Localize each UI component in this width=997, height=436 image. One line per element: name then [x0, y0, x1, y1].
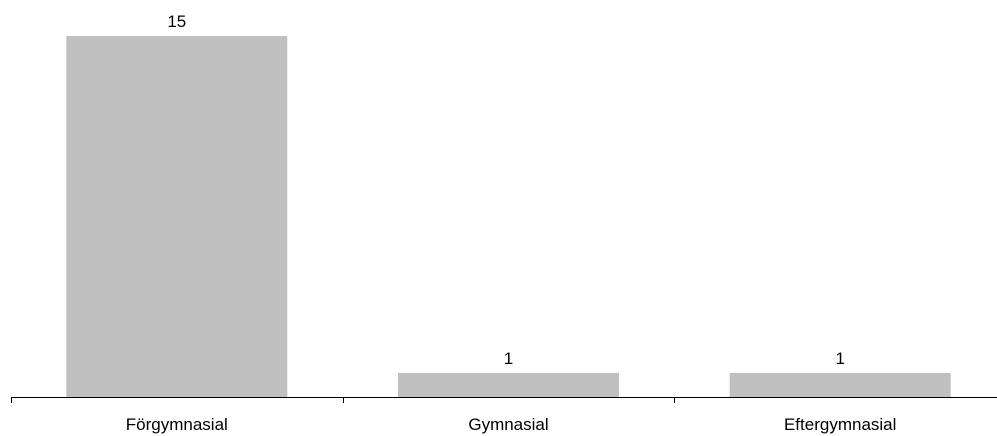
x-tick-labels: Förgymnasial Gymnasial Eftergymnasial: [126, 415, 897, 434]
x-tick-label-2: Gymnasial: [468, 415, 548, 434]
data-label-3: 1: [835, 349, 844, 368]
bars-group: [66, 36, 951, 397]
x-tick-label-3: Eftergymnasial: [784, 415, 896, 434]
data-label-2: 1: [504, 349, 513, 368]
data-labels-group: 151 1: [167, 12, 845, 368]
bar-2: [398, 372, 619, 397]
x-axis: [11, 397, 997, 403]
bar-3: [729, 372, 951, 397]
bar-1: [66, 36, 288, 397]
data-label-1: 15: [167, 12, 186, 31]
x-tick-label-1: Förgymnasial: [126, 415, 228, 434]
